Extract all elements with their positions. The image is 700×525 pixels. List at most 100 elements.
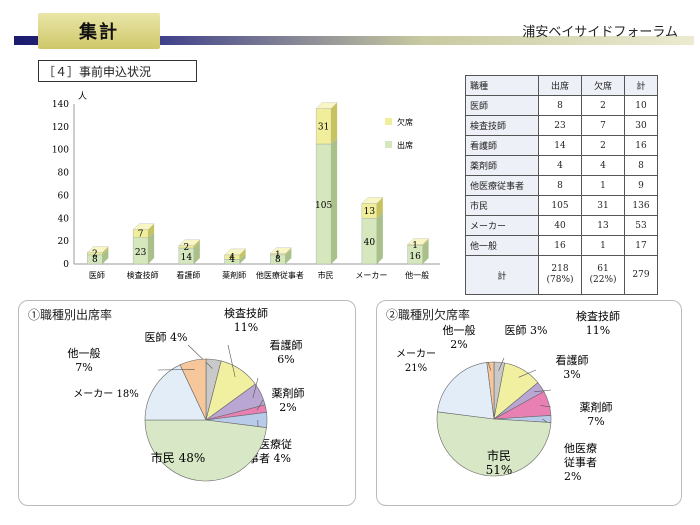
pie-label: 2% [450, 338, 467, 351]
bar-side [285, 247, 292, 255]
table-row: 市民 105 31 136 [465, 195, 658, 216]
table-cell: 30 [624, 115, 658, 136]
data-label-present: 105 [315, 201, 332, 211]
table-cell: 136 [624, 195, 658, 216]
bar-side [102, 248, 109, 264]
header-bar [14, 36, 694, 45]
table-cell: 10 [624, 95, 658, 116]
bar-side [239, 253, 246, 264]
y-axis-unit: 人 [78, 91, 87, 102]
table-total-row: 計 218 (78%) 61 (22%) 279 [465, 255, 658, 295]
pie-label: 3% [563, 368, 580, 381]
data-label-present: 23 [135, 248, 147, 258]
x-tick-label: 他一般 [405, 270, 429, 280]
table-cell: 23 [538, 115, 582, 136]
pie-leader-line [540, 405, 552, 408]
header-cell: 職種 [465, 75, 539, 96]
bar-side [422, 239, 429, 264]
pie-label: 看護師 [270, 338, 303, 352]
row-label: 他一般 [465, 235, 539, 256]
pie-label: 21% [405, 363, 427, 374]
pie-label: メーカー [396, 348, 436, 360]
data-label-present: 8 [275, 255, 281, 265]
page-title: 集計 [38, 13, 160, 49]
bar-side [376, 212, 383, 264]
table-row: メーカー 40 13 53 [465, 215, 658, 236]
row-label: 看護師 [465, 135, 539, 156]
pie-label: 他一般 [443, 324, 476, 337]
pie-slice [179, 358, 207, 421]
y-tick-label: 120 [52, 123, 69, 133]
row-label: 他医療従事者 [465, 175, 539, 196]
row-label: 検査技師 [465, 115, 539, 136]
bar-side [193, 239, 200, 248]
y-tick-label: 0 [63, 260, 69, 270]
data-label-present: 40 [364, 238, 376, 248]
pie-label: 検査技師 [224, 306, 268, 320]
bar-top [224, 248, 246, 256]
table-cell: 16 [538, 235, 582, 256]
table-cell: 13 [581, 215, 625, 236]
pie-label: 事者 4% [248, 452, 291, 465]
y-tick-label: 140 [52, 100, 69, 110]
pie-label: 51% [486, 463, 513, 477]
data-label-absent: 2 [92, 250, 98, 260]
table-cell: 9 [624, 175, 658, 196]
data-label-absent: 1 [275, 250, 281, 260]
bar-top [178, 239, 201, 246]
x-tick-label: 看護師 [176, 270, 200, 280]
pie-label: 他一般 [68, 347, 101, 360]
legend-label-absent: 欠席 [397, 117, 413, 127]
table-cell: 105 [538, 195, 582, 216]
pie-leader-line [498, 357, 505, 371]
total-value: 61 [597, 264, 609, 274]
section-title: ［４］事前申込状況 [38, 60, 197, 82]
absent-pie-chart: 医師 3%検査技師11%看護師3%薬剤師7%他医療従事者2%市民51%メーカー2… [396, 309, 620, 483]
pie-label: 2% [564, 470, 581, 483]
pie-slice [486, 361, 495, 420]
row-label: 市民 [465, 195, 539, 216]
table-cell: 4 [538, 155, 582, 176]
pie-label: 薬剤師 [580, 400, 613, 414]
pie-label: 11% [234, 321, 258, 334]
table-row: 検査技師 23 7 30 [465, 115, 658, 136]
pie-leader-line [252, 377, 259, 398]
pie-leader-line [187, 344, 213, 369]
table-row: 他一般 16 1 17 [465, 235, 658, 256]
table-cell: 1 [581, 235, 625, 256]
bar-top [407, 238, 429, 245]
table-row: 医師 8 2 10 [465, 95, 658, 116]
row-label: 医師 [465, 95, 539, 116]
table-cell: 31 [581, 195, 625, 216]
pie-label: 他医療 [564, 441, 597, 455]
absent-pie-title: ②職種別欠席率 [386, 308, 471, 322]
table-cell: 53 [624, 215, 658, 236]
pie-label: 医師 4% [145, 331, 188, 344]
table-cell: 7 [581, 115, 625, 136]
pie-slice [437, 362, 495, 420]
data-label-present: 4 [229, 255, 235, 265]
table-cell: 2 [581, 135, 625, 156]
table-cell: 14 [538, 135, 582, 156]
pie-leader-line [256, 399, 264, 411]
y-tick-label: 80 [58, 169, 70, 179]
pie-label: 市民 [487, 448, 511, 463]
pie-label: 薬剤師 [272, 386, 305, 400]
table-row: 他医療従事者 8 1 9 [465, 175, 658, 196]
bar-side [239, 248, 246, 260]
pie-label: 6% [277, 353, 294, 366]
pie-leader-line [487, 361, 492, 371]
pie-label: 11% [586, 324, 610, 337]
data-label-absent: 13 [364, 207, 376, 217]
data-label-absent: 1 [412, 241, 418, 251]
attendance-bar-chart: 人02040608010012014082医師237検査技師142看護師44薬剤… [52, 91, 440, 280]
total-percent: (78%) [546, 275, 574, 285]
legend-swatch-absent [385, 118, 392, 125]
x-tick-label: 医師 [89, 270, 105, 280]
present-pie-title: ①職種別出席率 [28, 308, 113, 322]
y-tick-label: 20 [58, 237, 70, 247]
bar-side [193, 242, 200, 264]
pie-slice [436, 411, 552, 477]
header-cell: 出席 [538, 75, 582, 96]
data-label-absent: 31 [318, 122, 329, 132]
